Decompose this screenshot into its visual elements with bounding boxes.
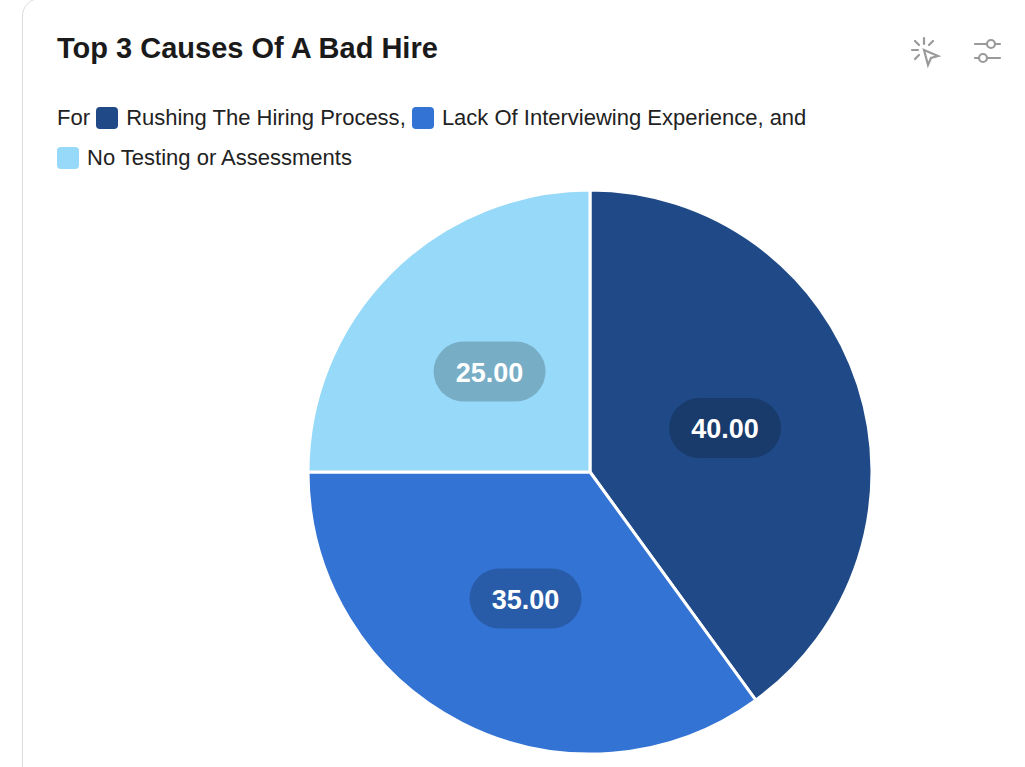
- legend-item[interactable]: Lack Of Interviewing Experience: [412, 105, 758, 130]
- legend-separator: ,: [400, 105, 406, 130]
- legend: For Rushing The Hiring Process, Lack Of …: [57, 98, 957, 178]
- pie-slice[interactable]: [308, 190, 590, 472]
- legend-item[interactable]: No Testing or Assessments: [57, 145, 352, 170]
- settings-icon[interactable]: [975, 40, 1000, 62]
- chart-title: Top 3 Causes Of A Bad Hire: [57, 32, 438, 65]
- data-label-background: [434, 342, 546, 402]
- data-label-background: [669, 398, 781, 458]
- data-label: 25.00: [456, 358, 524, 388]
- pie-chart: 40.00 35.00 25.00: [0, 0, 1025, 767]
- legend-swatch: [96, 107, 118, 129]
- legend-label: Rushing The Hiring Process: [126, 105, 400, 130]
- legend-conjunction: and: [770, 105, 807, 130]
- data-label: 35.00: [492, 585, 560, 615]
- legend-prefix: For: [57, 105, 90, 130]
- data-labels: 40.00 35.00 25.00: [434, 342, 781, 629]
- legend-swatch: [57, 147, 79, 169]
- legend-label: Lack Of Interviewing Experience: [442, 105, 758, 130]
- sparkle-icon[interactable]: [912, 38, 938, 65]
- legend-item[interactable]: Rushing The Hiring Process,: [96, 105, 406, 130]
- legend-separator: ,: [757, 105, 763, 130]
- pie-slice[interactable]: [308, 472, 756, 754]
- legend-swatch: [412, 107, 434, 129]
- slices: [308, 190, 872, 754]
- data-label-background: [470, 569, 582, 629]
- legend-label: No Testing or Assessments: [87, 145, 352, 170]
- data-label: 40.00: [691, 414, 759, 444]
